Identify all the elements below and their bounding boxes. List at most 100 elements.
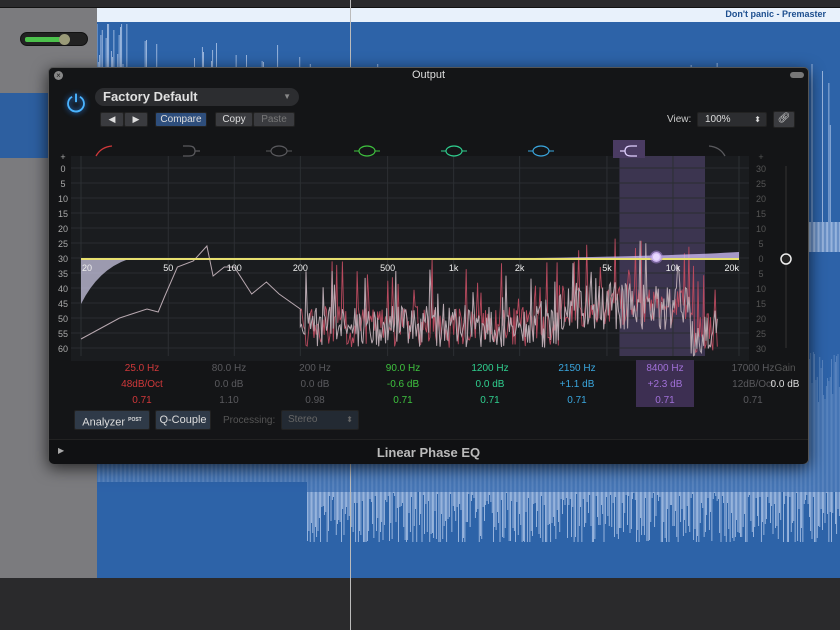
band-8-q[interactable]: 0.71 bbox=[743, 395, 763, 406]
band-6-freq[interactable]: 2150 Hz bbox=[558, 363, 596, 374]
view-label: View: bbox=[667, 114, 692, 125]
view-value: 100% bbox=[705, 114, 731, 125]
view-select[interactable]: 100% ⬍ bbox=[697, 112, 767, 127]
right-scale-label: 25 bbox=[756, 329, 766, 339]
band-5-bell-icon[interactable] bbox=[441, 145, 467, 157]
band-7-gain[interactable]: +2.3 dB bbox=[647, 379, 683, 390]
band-7-handle[interactable] bbox=[649, 250, 663, 264]
band-7-q[interactable]: 0.71 bbox=[655, 395, 675, 406]
band-2-gain[interactable]: 0.0 dB bbox=[214, 379, 244, 390]
right-scale-label: 30 bbox=[756, 344, 766, 354]
analyzer-curve bbox=[80, 240, 718, 357]
preset-name: Factory Default bbox=[103, 89, 198, 104]
freq-label: 2k bbox=[515, 263, 525, 273]
freq-label: 5k bbox=[602, 263, 612, 273]
band-3-gain[interactable]: 0.0 dB bbox=[300, 379, 330, 390]
processing-select[interactable]: Stereo ⬍ bbox=[281, 410, 359, 430]
region-title-bar: Don't panic - Premaster bbox=[97, 8, 840, 22]
freq-label: 1k bbox=[449, 263, 459, 273]
band-2-q[interactable]: 1.10 bbox=[219, 395, 239, 406]
previous-preset-button[interactable]: ◀ bbox=[100, 112, 124, 127]
window-resize-button[interactable] bbox=[790, 72, 804, 78]
band-6-gain[interactable]: +1.1 dB bbox=[559, 379, 595, 390]
band-1-q[interactable]: 0.71 bbox=[132, 395, 152, 406]
band-2-low-shelf-icon[interactable] bbox=[183, 145, 200, 157]
freq-label: 20 bbox=[82, 263, 92, 273]
link-icon[interactable]: 🔗︎ bbox=[773, 111, 795, 128]
band-7-freq[interactable]: 8400 Hz bbox=[646, 363, 684, 374]
left-scale-label: 10 bbox=[58, 194, 68, 204]
right-scale-label: 20 bbox=[756, 314, 766, 324]
fader-knob[interactable] bbox=[59, 34, 70, 45]
copy-button[interactable]: Copy bbox=[215, 112, 253, 127]
left-scale-label: 50 bbox=[58, 314, 68, 324]
band-4-q[interactable]: 0.71 bbox=[393, 395, 413, 406]
eq-graph[interactable]: +0 5 10 15 20 25 30 35 40 45 50 55 60 +30 25 20 15 10 5 0 5 1… bbox=[49, 136, 810, 362]
band-1-low-cut-icon[interactable] bbox=[95, 145, 113, 157]
band-6-bell-icon[interactable] bbox=[528, 145, 554, 157]
analyzer-button[interactable]: Analyzer POST bbox=[74, 410, 150, 430]
paste-button[interactable]: Paste bbox=[253, 112, 295, 127]
band-4-gain[interactable]: -0.6 dB bbox=[386, 379, 420, 390]
band-3-freq[interactable]: 200 Hz bbox=[299, 363, 331, 374]
stepper-icon: ⬍ bbox=[754, 115, 761, 124]
close-button[interactable]: × bbox=[54, 71, 63, 80]
band-2-freq[interactable]: 80.0 Hz bbox=[211, 363, 247, 374]
gain-value[interactable]: 0.0 dB bbox=[770, 379, 800, 390]
high-shelf-fill bbox=[453, 252, 739, 259]
right-scale-label: 0 bbox=[758, 254, 763, 264]
left-scale-label: 30 bbox=[58, 254, 68, 264]
freq-label: 20k bbox=[724, 263, 739, 273]
analyzer-label: Analyzer bbox=[82, 416, 126, 429]
band-5-freq[interactable]: 1200 Hz bbox=[471, 363, 509, 374]
compare-button[interactable]: Compare bbox=[155, 112, 207, 127]
band-4-bell-icon[interactable] bbox=[354, 145, 380, 157]
band-1-gain[interactable]: 48dB/Oct bbox=[121, 379, 163, 390]
right-scale-label: 20 bbox=[756, 194, 766, 204]
left-scale-label: 15 bbox=[58, 209, 68, 219]
band-1-freq[interactable]: 25.0 Hz bbox=[124, 363, 160, 374]
left-scale-label: 20 bbox=[58, 224, 68, 234]
band-3-bell-icon[interactable] bbox=[266, 145, 292, 157]
right-scale-label: 15 bbox=[756, 209, 766, 219]
right-scale-label: 5 bbox=[758, 239, 763, 249]
power-icon[interactable]: ⏻ bbox=[66, 91, 86, 118]
window-title: Output bbox=[411, 69, 446, 81]
plugin-window: Output × ⏻ Factory Default ▼ ◀ ▶ Compare … bbox=[48, 67, 809, 464]
disclosure-triangle-icon[interactable]: ▶ bbox=[58, 446, 65, 455]
left-scale-label: 60 bbox=[58, 344, 68, 354]
right-scale-label: 10 bbox=[756, 224, 766, 234]
plugin-name: Linear Phase EQ bbox=[376, 445, 481, 460]
right-scale-label: + bbox=[758, 152, 763, 162]
band-6-q[interactable]: 0.71 bbox=[567, 395, 587, 406]
left-scale-label: 5 bbox=[60, 179, 65, 189]
waveform-base bbox=[97, 542, 840, 578]
band-8-freq[interactable]: 17000 Hz bbox=[731, 363, 775, 374]
next-preset-button[interactable]: ▶ bbox=[124, 112, 148, 127]
tracks-empty-area bbox=[0, 578, 840, 630]
band-5-q[interactable]: 0.71 bbox=[480, 395, 500, 406]
freq-label: 100 bbox=[227, 263, 242, 273]
timeline-ruler[interactable] bbox=[0, 0, 840, 8]
freq-label: 500 bbox=[380, 263, 395, 273]
band-8-high-cut-icon[interactable] bbox=[708, 145, 726, 157]
right-scale-label: 5 bbox=[758, 269, 763, 279]
band-3-q[interactable]: 0.98 bbox=[305, 395, 325, 406]
gain-slider-knob[interactable] bbox=[780, 253, 792, 265]
low-cut-fill bbox=[81, 259, 129, 304]
right-scale-label: 15 bbox=[756, 299, 766, 309]
right-scale-label: 25 bbox=[756, 179, 766, 189]
preset-menu[interactable]: Factory Default ▼ bbox=[95, 88, 299, 106]
band-5-gain[interactable]: 0.0 dB bbox=[475, 379, 505, 390]
band-4-freq[interactable]: 90.0 Hz bbox=[385, 363, 421, 374]
volume-fader[interactable] bbox=[20, 32, 88, 46]
plugin-footer: ▶ Linear Phase EQ bbox=[49, 439, 808, 464]
left-scale-label: 40 bbox=[58, 284, 68, 294]
band-8-gain[interactable]: 12dB/Oct bbox=[732, 379, 774, 390]
left-scale-label: 25 bbox=[58, 239, 68, 249]
right-scale-label: 10 bbox=[756, 284, 766, 294]
stepper-icon: ⬍ bbox=[346, 415, 353, 424]
left-scale-label: 35 bbox=[58, 269, 68, 279]
q-couple-button[interactable]: Q-Couple bbox=[155, 410, 211, 430]
band-7-high-shelf-icon[interactable] bbox=[613, 140, 645, 158]
